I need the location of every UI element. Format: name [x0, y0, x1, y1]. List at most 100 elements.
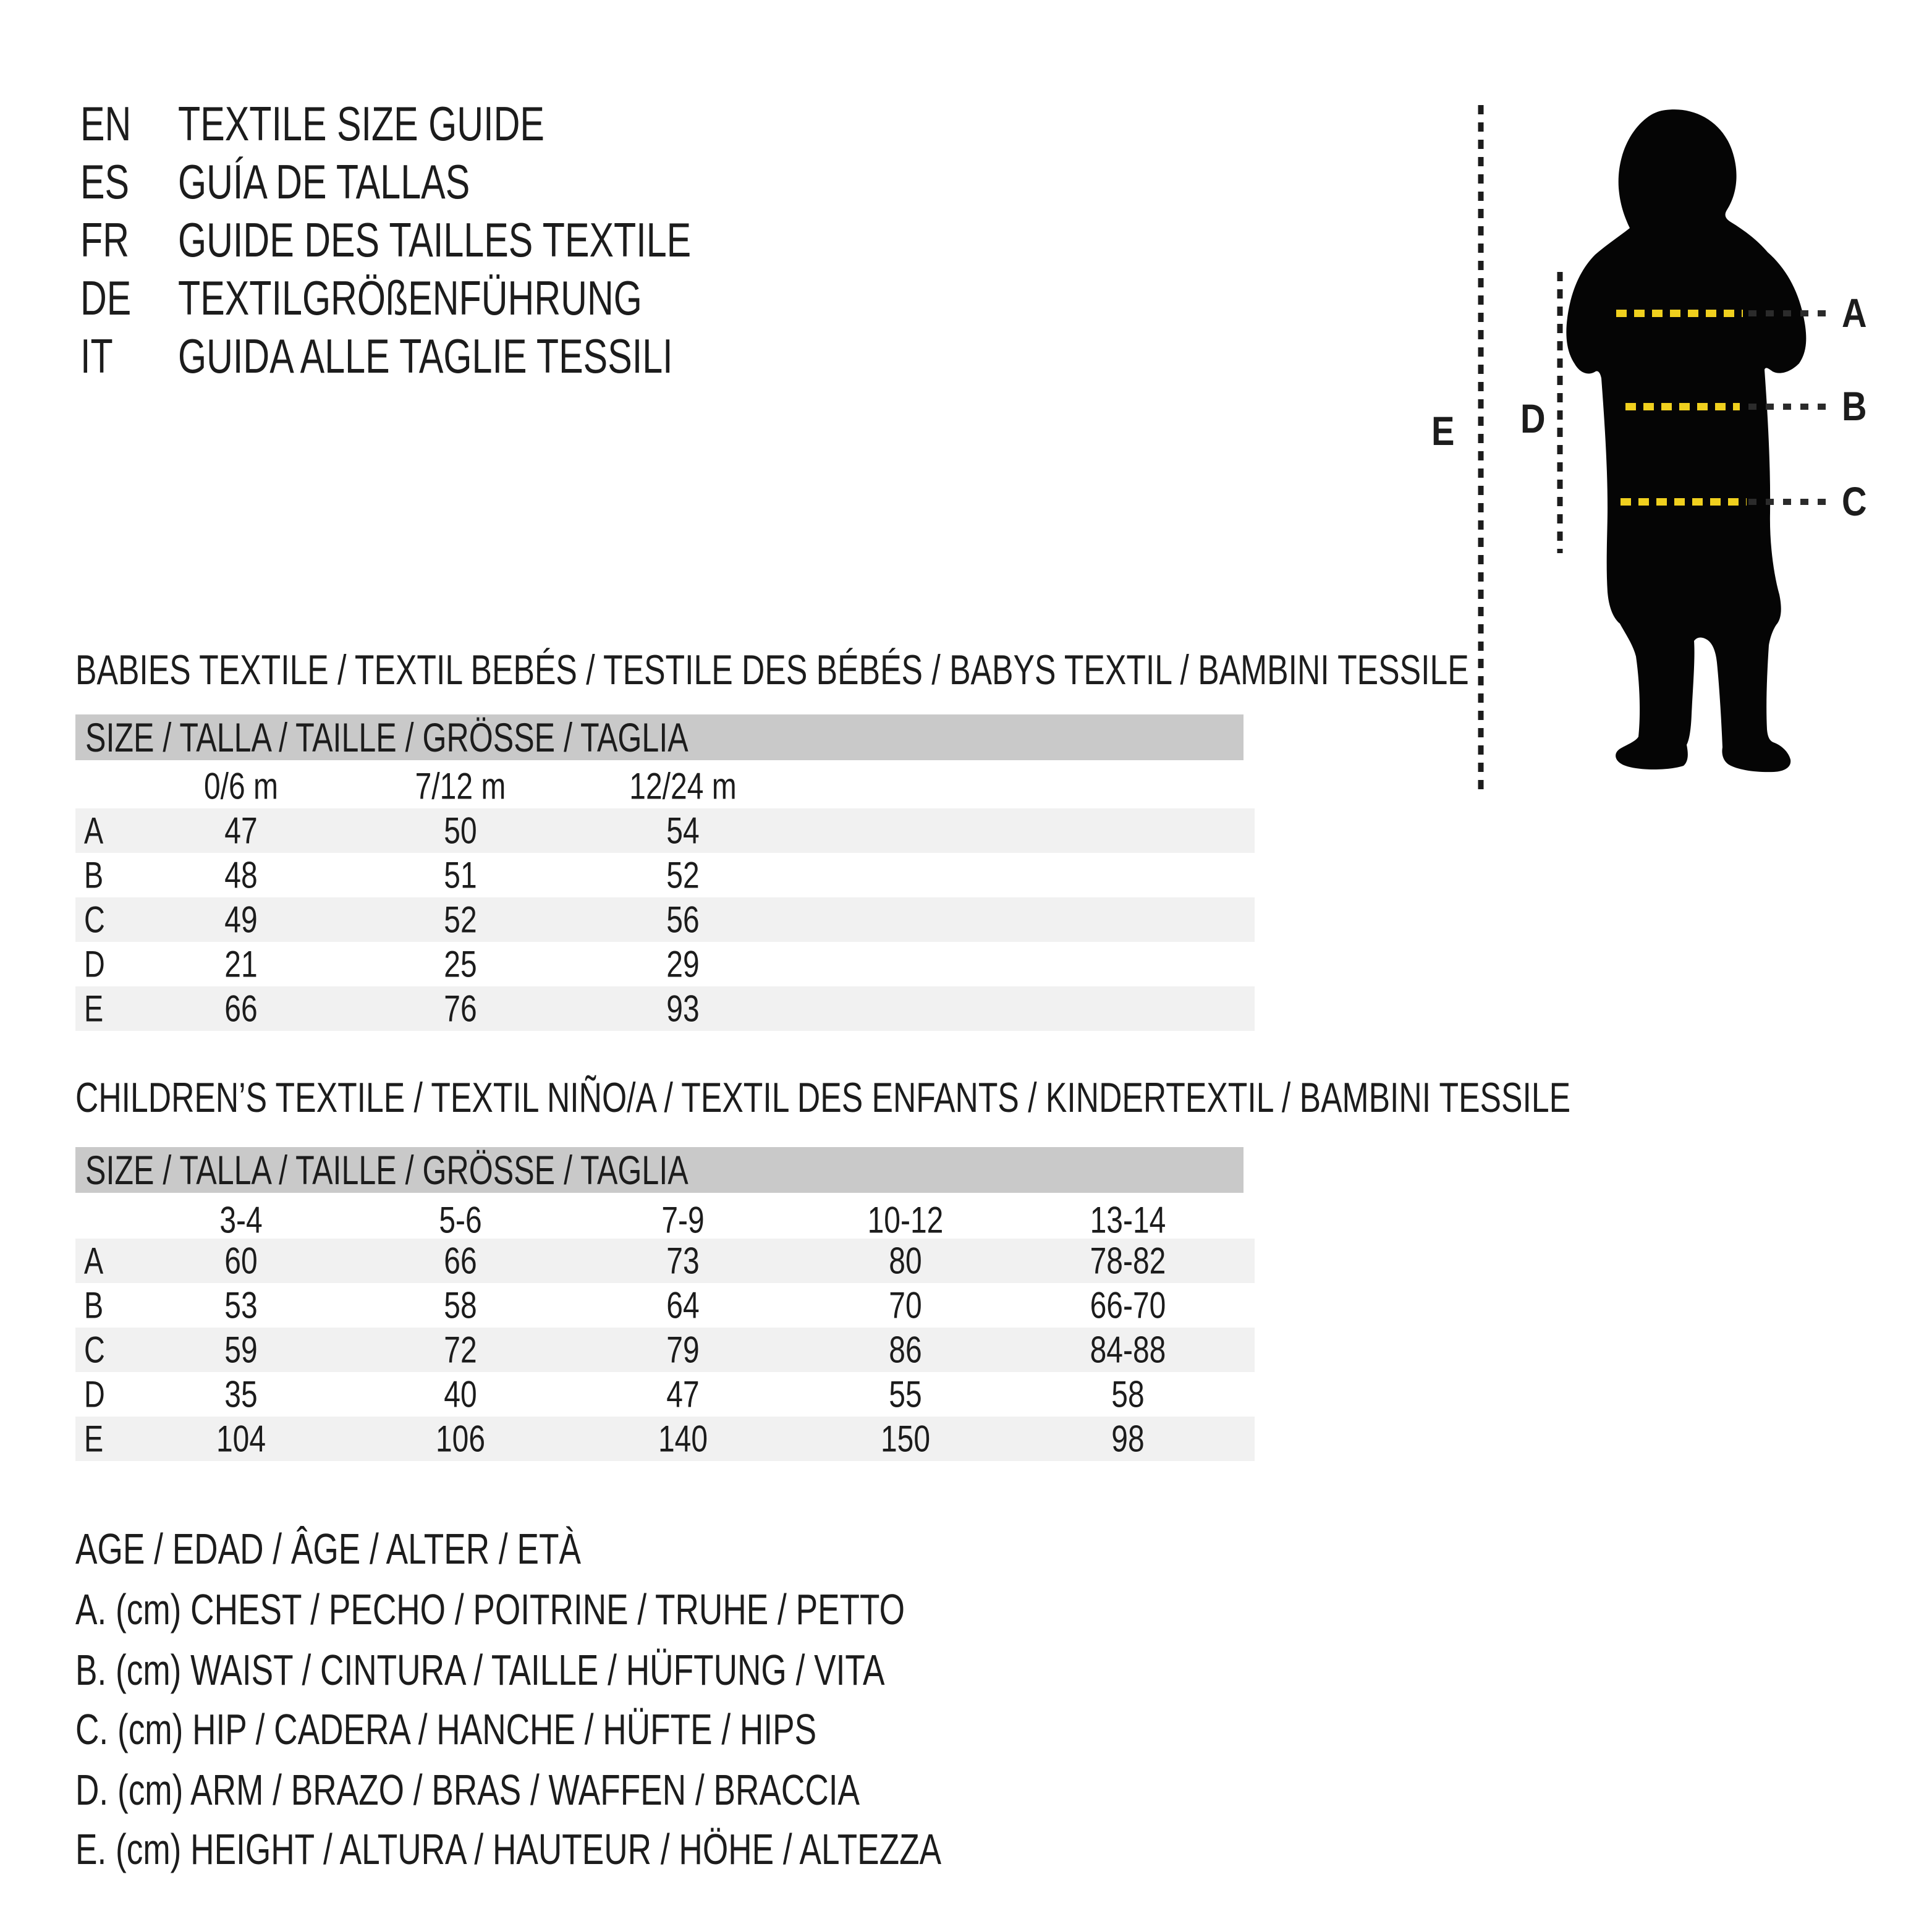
cell: 59: [224, 1329, 258, 1371]
cell: 84-88: [1090, 1329, 1166, 1371]
cell: 52: [444, 899, 477, 941]
legend-hip-text: C. (cm) HIP / CADERA / HANCHE / HÜFTE / …: [75, 1705, 817, 1753]
cell: 58: [444, 1284, 477, 1326]
column-header: 3-4: [219, 1199, 263, 1241]
column-header: 7/12 m: [415, 765, 506, 807]
legend-age: AGE / EDAD / ÂGE / ALTER / ETÀ: [75, 1525, 740, 1573]
language-row: FR GUIDE DES TAILLES TEXTILE: [80, 211, 853, 269]
row-label: A: [84, 1240, 104, 1282]
legend-hip: C. (cm) HIP / CADERA / HANCHE / HÜFTE / …: [75, 1705, 1051, 1753]
cell: 86: [889, 1329, 922, 1371]
cell: 93: [666, 988, 700, 1030]
legend-arm: D. (cm) ARM / BRAZO / BRAS / WAFFEN / BR…: [75, 1766, 1108, 1814]
cell: 66: [224, 988, 258, 1030]
children-size-header-bar: SIZE / TALLA / TAILLE / GRÖSSE / TAGLIA: [75, 1147, 1244, 1193]
cell: 66-70: [1090, 1284, 1166, 1326]
child-silhouette: [1566, 109, 1807, 773]
cell: 73: [666, 1240, 700, 1282]
table-row: D 35 40 47 55 58: [75, 1372, 1255, 1417]
cell: 40: [444, 1373, 477, 1415]
legend-age-text: AGE / EDAD / ÂGE / ALTER / ETÀ: [75, 1525, 581, 1573]
marker-chest-label: A: [1842, 290, 1867, 336]
cell: 106: [435, 1418, 486, 1460]
babies-size-header-text: SIZE / TALLA / TAILLE / GRÖSSE / TAGLIA: [85, 714, 688, 760]
cell: 53: [224, 1284, 258, 1326]
column-header: 5-6: [439, 1199, 482, 1241]
row-label: C: [84, 1329, 105, 1371]
babies-column-headers: 0/6 m 7/12 m 12/24 m: [75, 764, 1255, 808]
cell: 78-82: [1090, 1240, 1166, 1282]
language-code: FR: [80, 212, 130, 267]
cell: 98: [1111, 1418, 1145, 1460]
language-row: ES GUÍA DE TALLAS: [80, 153, 562, 211]
row-label: B: [84, 854, 104, 896]
page-title: TEXTILE SIZE GUIDE: [178, 96, 544, 151]
language-code: ES: [80, 154, 130, 209]
cell: 140: [658, 1418, 708, 1460]
row-label: A: [84, 810, 104, 852]
table-row: E 104 106 140 150 98: [75, 1417, 1255, 1461]
row-label: E: [84, 1418, 104, 1460]
marker-arm-label: D: [1520, 396, 1546, 441]
column-header: 12/24 m: [629, 765, 737, 807]
cell: 54: [666, 810, 700, 852]
page-title: GUÍA DE TALLAS: [178, 154, 470, 209]
cell: 51: [444, 854, 477, 896]
cell: 80: [889, 1240, 922, 1282]
cell: 64: [666, 1284, 700, 1326]
cell: 47: [224, 810, 258, 852]
marker-hip-label: C: [1842, 479, 1867, 524]
cell: 76: [444, 988, 477, 1030]
cell: 58: [1111, 1373, 1145, 1415]
table-row: C 59 72 79 86 84-88: [75, 1328, 1255, 1372]
column-header: 0/6 m: [203, 765, 279, 807]
cell: 49: [224, 899, 258, 941]
cell: 60: [224, 1240, 258, 1282]
cell: 21: [224, 943, 258, 985]
cell: 70: [889, 1284, 922, 1326]
children-section-title-text: CHILDREN’S TEXTILE / TEXTIL NIÑO/A / TEX…: [75, 1074, 1571, 1121]
table-row: C 49 52 56: [75, 897, 1255, 942]
babies-section-title: BABIES TEXTILE / TEXTIL BEBÉS / TESTILE …: [75, 646, 1909, 693]
language-code: IT: [80, 328, 113, 383]
cell: 79: [666, 1329, 700, 1371]
row-label: D: [84, 943, 105, 985]
table-row: A 60 66 73 80 78-82: [75, 1239, 1255, 1283]
language-row: DE TEXTILGRÖßENFÜHRUNG: [80, 269, 789, 327]
legend-chest-text: A. (cm) CHEST / PECHO / POITRINE / TRUHE…: [75, 1585, 905, 1633]
cell: 56: [666, 899, 700, 941]
legend-height-text: E. (cm) HEIGHT / ALTURA / HAUTEUR / HÖHE…: [75, 1825, 942, 1873]
cell: 72: [444, 1329, 477, 1371]
cell: 25: [444, 943, 477, 985]
table-row: A 47 50 54: [75, 808, 1255, 853]
column-header: 7-9: [661, 1199, 705, 1241]
cell: 29: [666, 943, 700, 985]
language-row: EN TEXTILE SIZE GUIDE: [80, 95, 660, 153]
column-header: 13-14: [1090, 1199, 1166, 1241]
cell: 55: [889, 1373, 922, 1415]
row-label: E: [84, 988, 104, 1030]
language-code: DE: [80, 270, 132, 325]
babies-size-header-bar: SIZE / TALLA / TAILLE / GRÖSSE / TAGLIA: [75, 714, 1244, 760]
cell: 35: [224, 1373, 258, 1415]
column-header: 10-12: [867, 1199, 944, 1241]
children-size-header-text: SIZE / TALLA / TAILLE / GRÖSSE / TAGLIA: [85, 1147, 688, 1193]
table-row: B 48 51 52: [75, 853, 1255, 897]
language-row: IT GUIDA ALLE TAGLIE TESSILI: [80, 327, 829, 385]
cell: 47: [666, 1373, 700, 1415]
row-label: C: [84, 899, 105, 941]
cell: 50: [444, 810, 477, 852]
legend-waist: B. (cm) WAIST / CINTURA / TAILLE / HÜFTU…: [75, 1646, 1140, 1694]
cell: 150: [880, 1418, 931, 1460]
table-row: B 53 58 64 70 66-70: [75, 1283, 1255, 1328]
cell: 48: [224, 854, 258, 896]
legend-height: E. (cm) HEIGHT / ALTURA / HAUTEUR / HÖHE…: [75, 1825, 1215, 1873]
table-row: D 21 25 29: [75, 942, 1255, 986]
children-column-headers: 3-4 5-6 7-9 10-12 13-14: [75, 1198, 1255, 1242]
measurement-figure: A B C D E: [1431, 105, 1867, 794]
row-label: B: [84, 1284, 104, 1326]
babies-section-title-text: BABIES TEXTILE / TEXTIL BEBÉS / TESTILE …: [75, 646, 1469, 693]
marker-height-label: E: [1431, 409, 1454, 454]
cell: 66: [444, 1240, 477, 1282]
